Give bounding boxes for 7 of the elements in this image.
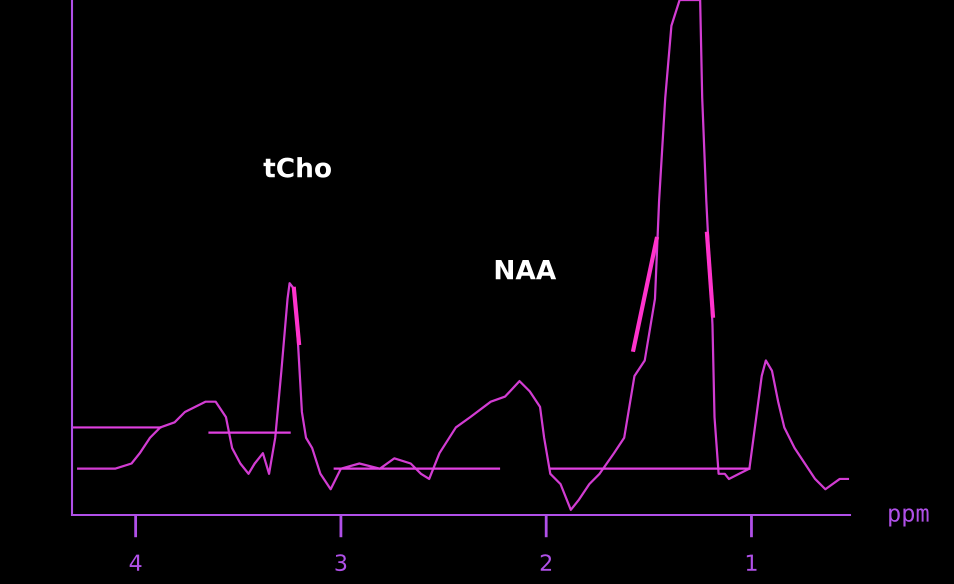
x-tick-label: 3 — [336, 554, 346, 572]
annotation: tCho — [264, 157, 331, 178]
annotation: NAA — [496, 260, 556, 280]
x-tick-label: 2 — [540, 554, 552, 571]
x-tick-label: 1 — [746, 554, 756, 571]
x-tick-label: 4 — [130, 554, 142, 571]
x-axis-title: ppm — [889, 508, 929, 526]
